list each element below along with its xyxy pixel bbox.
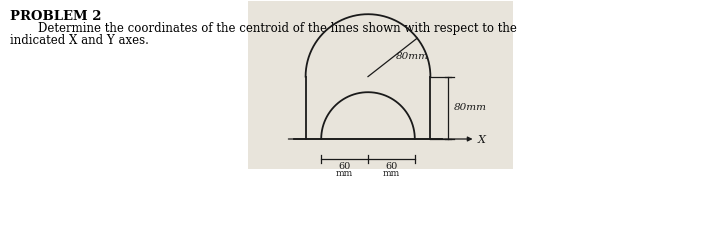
Text: 60: 60 [338,162,351,171]
Text: 60: 60 [385,162,397,171]
Text: X: X [477,135,485,145]
Text: mm: mm [336,169,354,178]
Text: indicated X and Y axes.: indicated X and Y axes. [10,34,149,47]
Text: Determine the coordinates of the centroid of the lines shown with respect to the: Determine the coordinates of the centroi… [38,22,517,35]
Text: PROBLEM 2: PROBLEM 2 [10,10,102,23]
Text: mm: mm [383,169,400,178]
Text: 80mm: 80mm [395,52,428,61]
Text: 80mm: 80mm [454,103,487,112]
Bar [248,1,513,169]
